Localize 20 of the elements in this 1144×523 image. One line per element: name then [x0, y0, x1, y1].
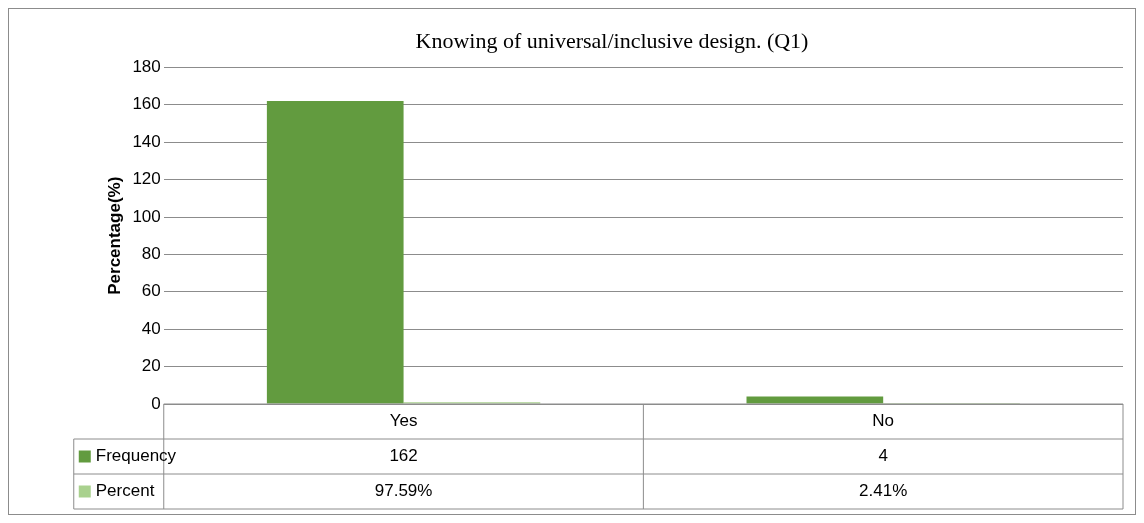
data-label: 162	[389, 446, 418, 466]
y-tick-label: 80	[141, 244, 161, 264]
y-tick-label: 160	[132, 94, 161, 114]
legend-label: Percent	[95, 481, 155, 501]
y-tick-label: 20	[141, 356, 161, 376]
y-axis-title: Percentage(%)	[104, 176, 124, 295]
y-tick-label: 60	[141, 281, 161, 301]
y-tick-label: 40	[141, 318, 161, 338]
data-label: 4	[878, 446, 888, 466]
y-tick-label: 140	[132, 131, 161, 151]
y-tick-label: 100	[132, 206, 161, 226]
y-tick-label: 180	[132, 57, 161, 77]
data-label: 97.59%	[374, 481, 433, 501]
y-tick-label: 0	[151, 393, 161, 413]
legend-label: Frequency	[95, 446, 177, 466]
x-tick-label: Yes	[389, 411, 418, 431]
x-tick-label: No	[872, 411, 895, 431]
y-tick-label: 120	[132, 169, 161, 189]
data-label: 2.41%	[859, 481, 908, 501]
chart-title: Knowing of universal/inclusive design. (Q1)	[415, 27, 809, 53]
